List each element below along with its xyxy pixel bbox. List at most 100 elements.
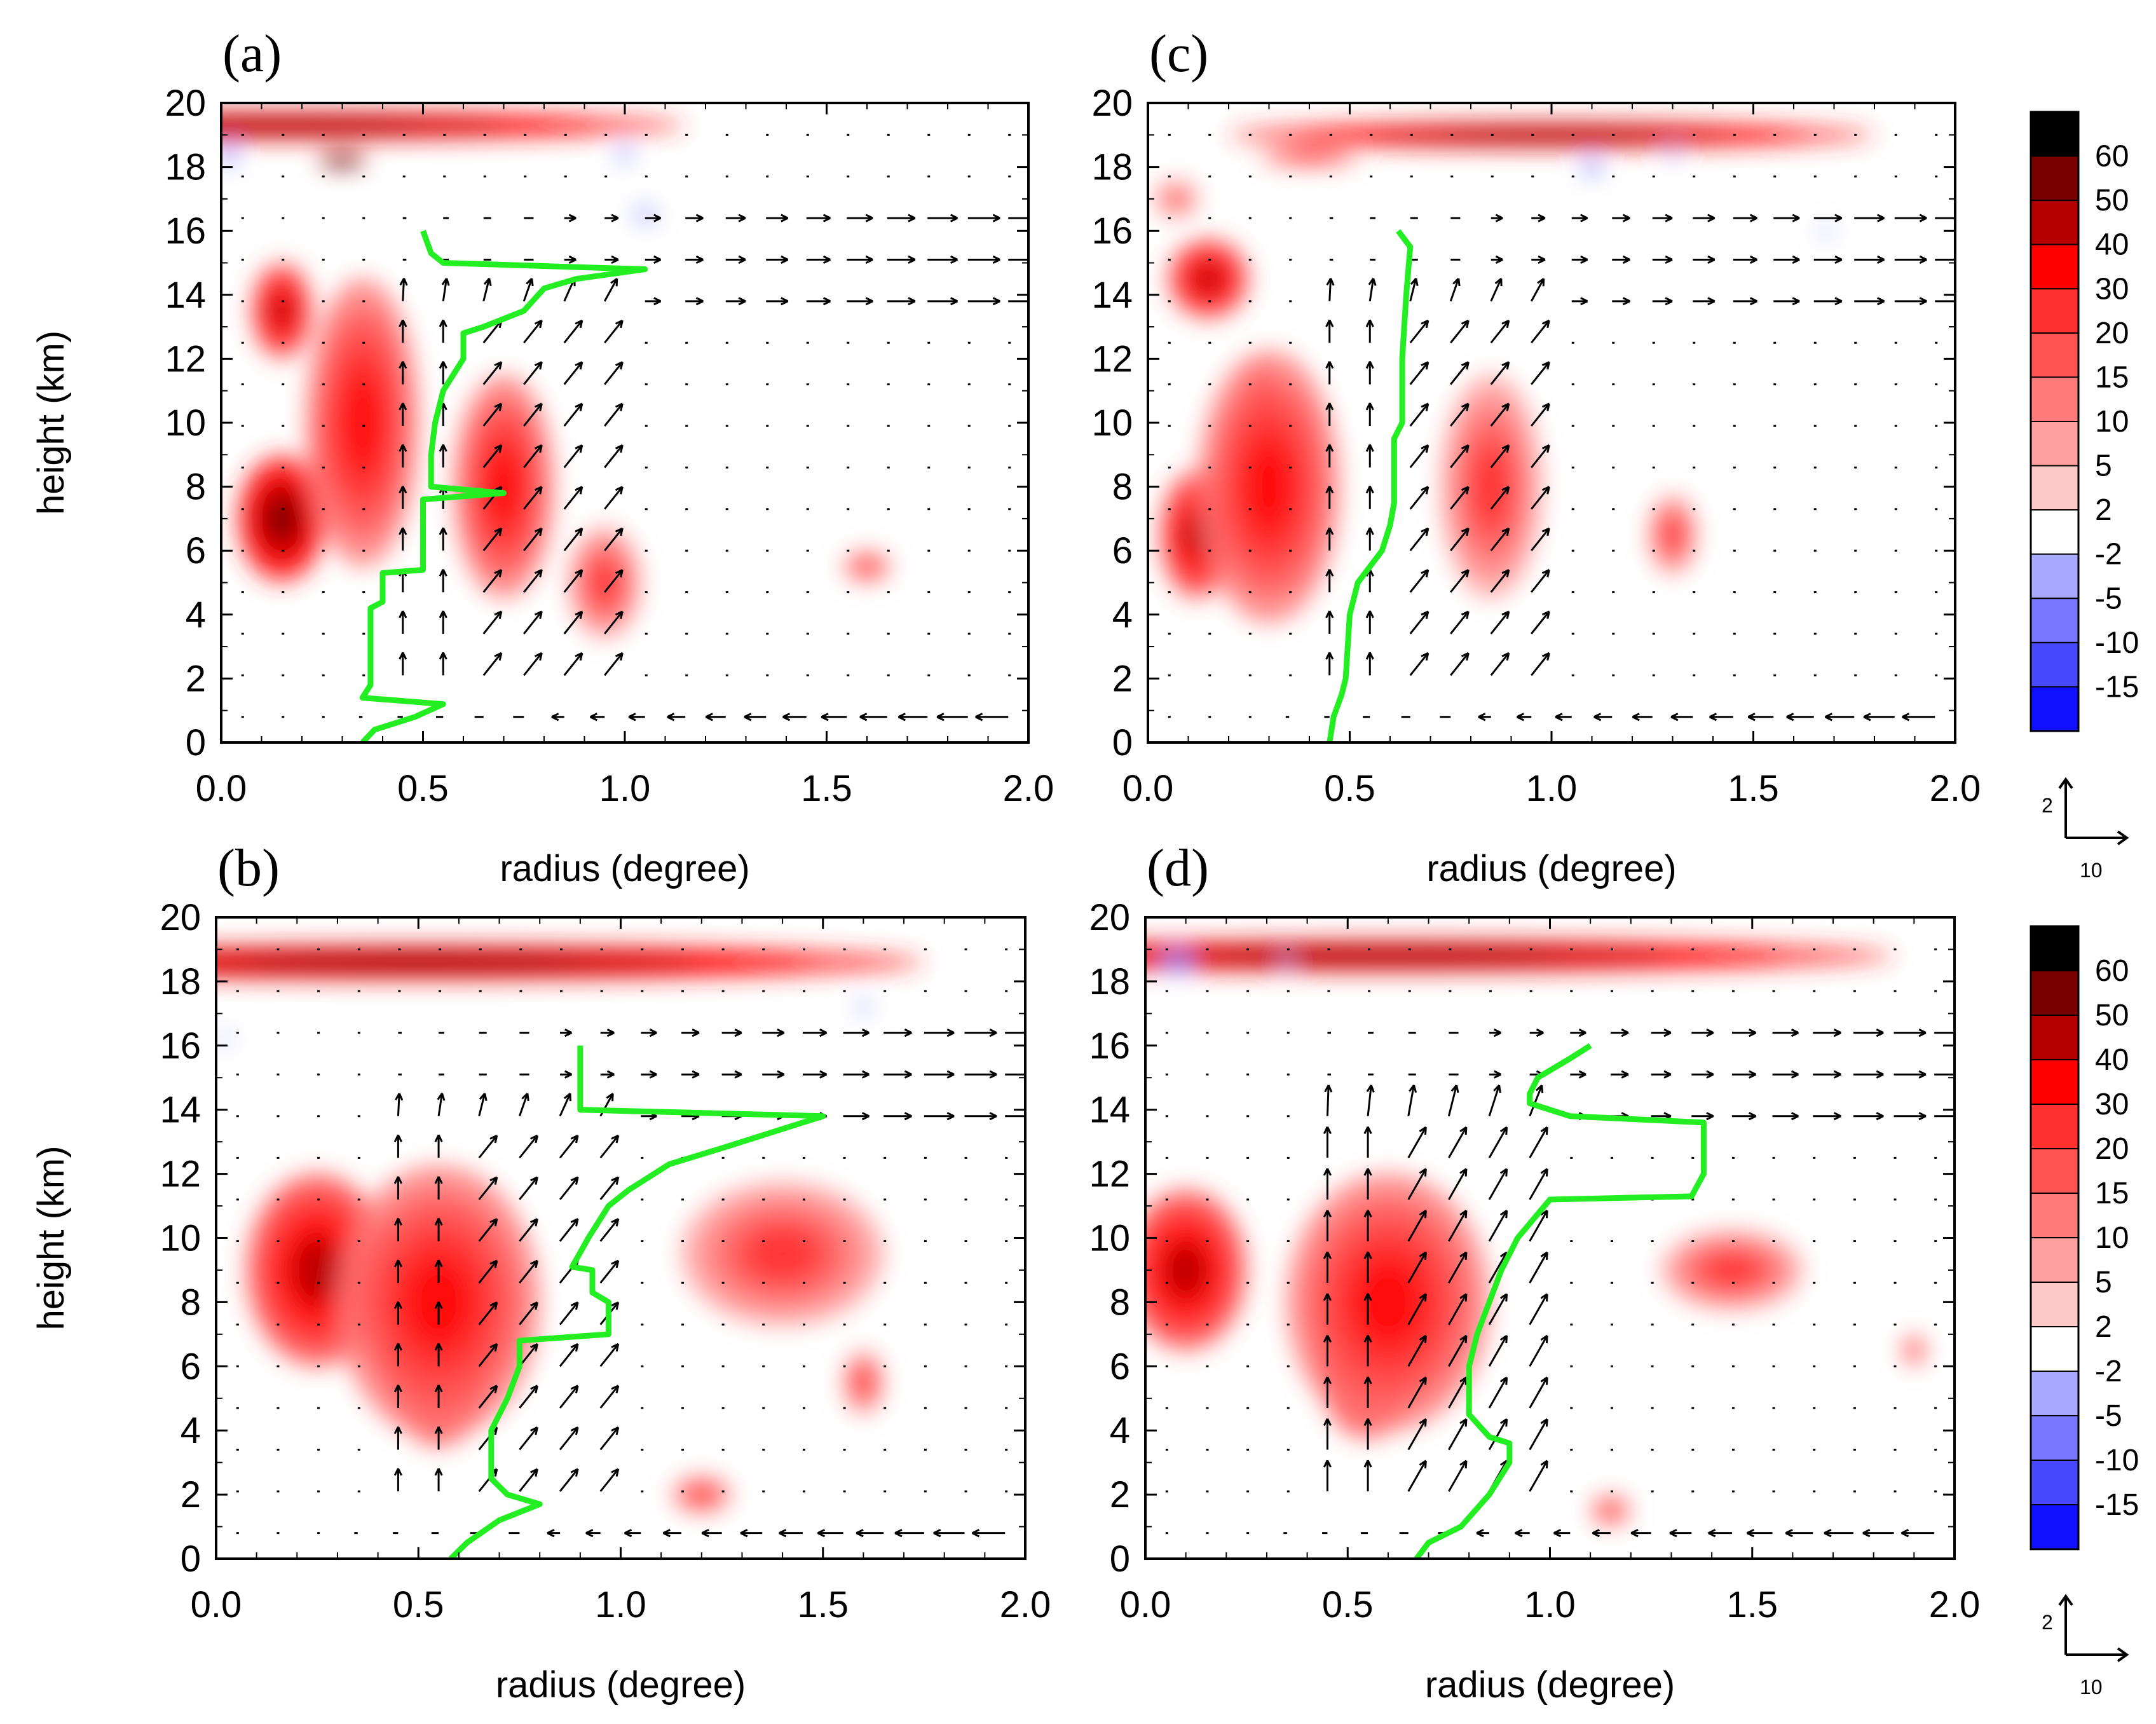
- wind-vector-head: [489, 1176, 498, 1185]
- wind-vector-head: [1459, 1334, 1468, 1344]
- colorbar: 60 50 40 30 20 15 10 5 2 -2 -5 -10 -15: [2030, 925, 2139, 1550]
- wind-vector-head: [908, 255, 916, 264]
- wind-vector-head: [1540, 1251, 1548, 1260]
- y-tick-label: 20: [165, 83, 206, 124]
- wind-vector-head: [1035, 215, 1042, 221]
- negative-contour: [1582, 160, 1602, 174]
- wind-vector-head: [1962, 1071, 1968, 1078]
- wind-vector-head: [1461, 319, 1470, 329]
- wind-vector-head: [393, 1217, 402, 1226]
- field-contour: [221, 120, 420, 130]
- wind-vector-head: [393, 1426, 402, 1434]
- wind-vector-head: [1501, 652, 1510, 661]
- wind-vector-head: [1365, 444, 1374, 452]
- wind-vector: [482, 610, 503, 634]
- wind-vector-head: [1791, 1112, 1799, 1121]
- wind-vector-head: [989, 1070, 997, 1079]
- wind-vector-head: [779, 1529, 787, 1538]
- wind-vector-head: [894, 1529, 903, 1538]
- wind-vector-head: [611, 1176, 620, 1185]
- y-tick-label: 16: [1091, 210, 1133, 252]
- wind-vector-head: [399, 278, 408, 286]
- wind-vector-head: [1516, 713, 1524, 722]
- wind-vector: [604, 610, 624, 634]
- wind-vector-head: [399, 319, 407, 327]
- wind-vector: [559, 1426, 579, 1451]
- wind-vector-head: [1962, 215, 1969, 221]
- x-tick-label: 0.0: [1120, 1584, 1171, 1625]
- wind-vector-head: [865, 297, 873, 306]
- wind-vector-head: [1459, 1251, 1468, 1260]
- field-contour: [1442, 130, 1661, 140]
- wind-vector-head: [904, 1070, 912, 1079]
- colorbar-label: 40: [2095, 228, 2129, 262]
- field-background: [1145, 917, 1955, 1559]
- wind-vector-head: [1515, 1529, 1523, 1538]
- wind-vector-head: [1919, 214, 1927, 222]
- wind-vector: [1490, 444, 1510, 469]
- wind-vector-head: [494, 444, 503, 453]
- y-tick-label: 6: [1110, 1346, 1130, 1387]
- wind-vector-head: [1323, 1460, 1332, 1468]
- wind-vector-head: [822, 297, 831, 306]
- wind-vector-head: [1421, 402, 1429, 411]
- wind-vectors: [1165, 948, 1968, 1538]
- wind-vector-head: [439, 444, 447, 452]
- panel-b: 0 2 4 6 8 10 12 14 16 18 20 0.0 0.5 1.0 1.5 2.0 radius (…: [31, 838, 1051, 1706]
- wind-vector-head: [1876, 297, 1885, 306]
- wind-vector-head: [434, 1176, 443, 1184]
- wind-vector-head: [1541, 486, 1550, 495]
- wind-vector-head: [861, 1112, 870, 1121]
- y-tick-label: 2: [1112, 658, 1133, 699]
- wind-vector-head: [534, 652, 543, 661]
- wind-vector-head: [563, 1092, 571, 1102]
- wind-vector: [519, 1343, 538, 1367]
- wind-vector-head: [395, 1093, 404, 1101]
- wind-vector-head: [1323, 1418, 1332, 1426]
- wind-vector-head: [1918, 1029, 1927, 1037]
- wind-vector: [1529, 1168, 1548, 1200]
- wind-vector: [1409, 610, 1429, 634]
- wind-vector-head: [570, 1343, 579, 1352]
- wind-vector-head: [1325, 486, 1334, 494]
- field-contour: [1353, 1258, 1423, 1346]
- wind-vector: [478, 1385, 498, 1409]
- wind-vector-head: [950, 255, 959, 264]
- wind-vector-head: [1499, 1210, 1508, 1219]
- wind-vector-head: [1325, 610, 1334, 619]
- wind-vector-head: [1670, 713, 1679, 722]
- wind-vector: [1448, 1335, 1468, 1367]
- wind-vector-head: [950, 214, 959, 222]
- wind-vector-head: [489, 1301, 498, 1310]
- field-contour: [1292, 153, 1327, 161]
- wind-vector-head: [1363, 1168, 1372, 1176]
- wind-vector-head: [494, 527, 503, 537]
- wind-vector-head: [908, 214, 916, 222]
- field-contour: [266, 496, 297, 541]
- wind-vector: [519, 1301, 538, 1325]
- wind-vector-head: [1706, 1070, 1714, 1079]
- wind-vector-head: [1461, 486, 1470, 495]
- wind-vector-head: [1365, 402, 1374, 411]
- field-contour: [1664, 521, 1681, 549]
- wind-vector-head: [393, 1301, 402, 1310]
- field-contour: [856, 1371, 871, 1393]
- y-tick-label: 14: [1089, 1090, 1130, 1131]
- colorbar-label: -10: [2095, 1444, 2139, 1477]
- wind-vector-head: [1918, 1070, 1927, 1079]
- wind-vector-head: [575, 444, 583, 453]
- wind-vector-head: [534, 569, 543, 578]
- wind-vector-head: [606, 1070, 615, 1079]
- negative-contour: [632, 207, 657, 223]
- wind-vector-head: [534, 527, 543, 537]
- x-tick-label: 1.0: [1526, 768, 1578, 809]
- wind-vector-head: [1919, 297, 1927, 306]
- wind-vector-head: [568, 214, 577, 222]
- wind-vector-head: [399, 360, 407, 369]
- wind-vector-head: [1325, 568, 1334, 577]
- wind-vector-head: [564, 1070, 573, 1079]
- wind-vector-head: [434, 1385, 443, 1393]
- wind-vector: [604, 528, 624, 552]
- wind-vector-head: [489, 1385, 498, 1393]
- wind-vector-head: [1538, 214, 1546, 222]
